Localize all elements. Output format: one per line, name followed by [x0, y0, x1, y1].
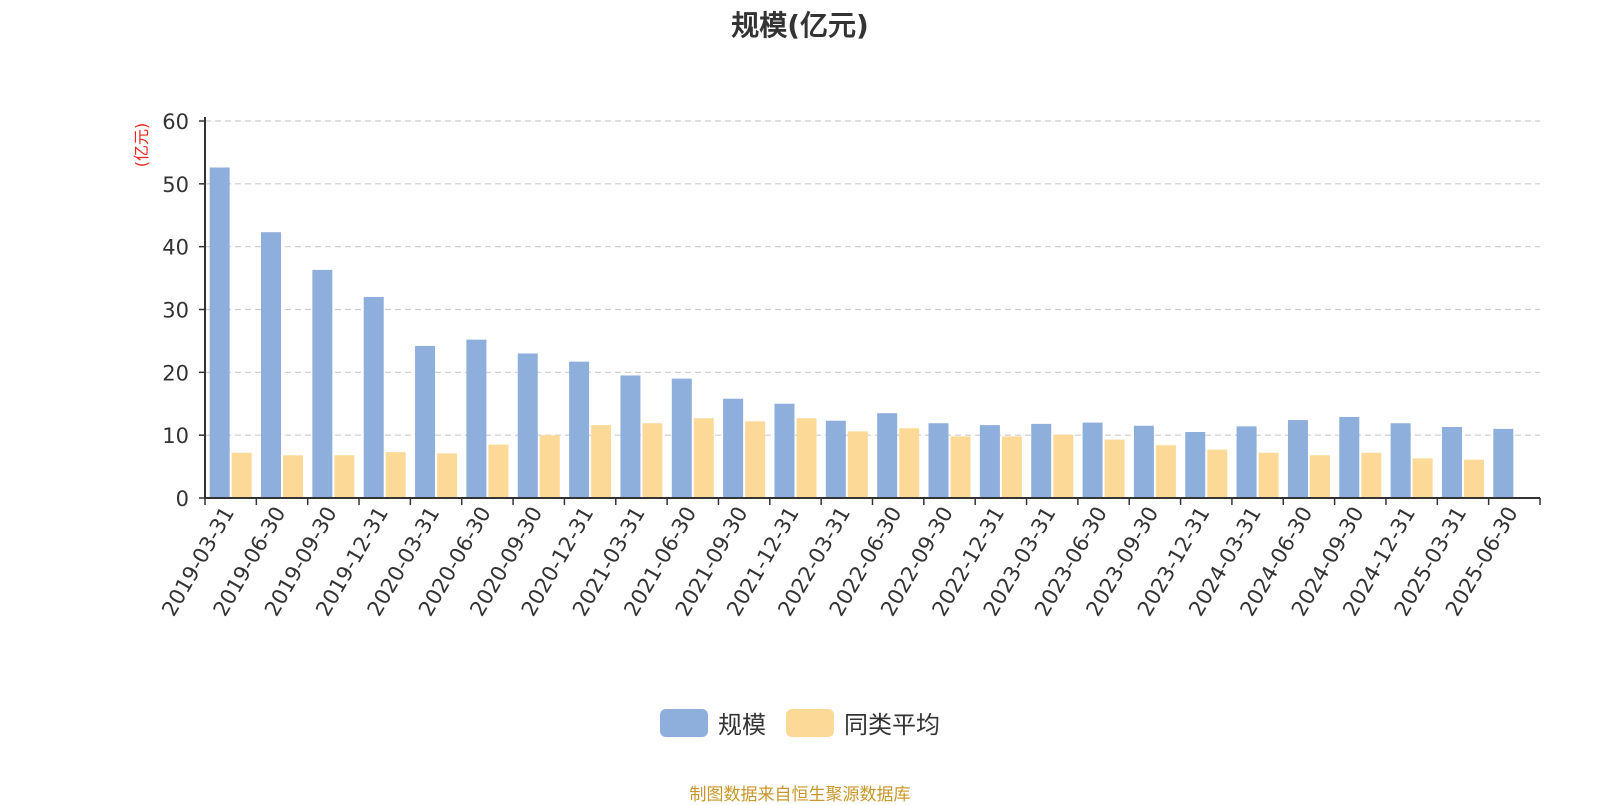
y-tick-label: 0 — [176, 487, 189, 511]
bar-peer-average[interactable] — [1309, 455, 1330, 498]
bar-peer-average[interactable] — [334, 455, 355, 498]
bar-scale[interactable] — [569, 361, 590, 498]
bar-peer-average[interactable] — [693, 418, 714, 498]
grid-lines — [205, 120, 1540, 436]
legend: 规模 同类平均 — [0, 705, 1600, 740]
bar-scale[interactable] — [825, 420, 846, 498]
y-tick-label: 30 — [162, 299, 189, 323]
bar-peer-average[interactable] — [796, 418, 817, 498]
legend-item-peer-average[interactable]: 同类平均 — [786, 705, 940, 740]
bar-scale[interactable] — [723, 398, 744, 498]
bar-peer-average[interactable] — [1361, 452, 1382, 498]
bar-peer-average[interactable] — [539, 435, 560, 498]
legend-swatch-scale — [660, 708, 708, 737]
y-tick-label: 10 — [162, 424, 189, 448]
bar-scale[interactable] — [312, 269, 333, 498]
bar-scale[interactable] — [466, 339, 487, 498]
bar-peer-average[interactable] — [1258, 452, 1279, 498]
y-axis-title: (亿元) — [132, 123, 151, 168]
bar-peer-average[interactable] — [899, 428, 920, 498]
bar-scale[interactable] — [1441, 426, 1462, 498]
bar-peer-average[interactable] — [231, 452, 252, 498]
bar-peer-average[interactable] — [1207, 449, 1228, 498]
bar-peer-average[interactable] — [1412, 458, 1433, 498]
bar-scale[interactable] — [1339, 416, 1360, 498]
bar-peer-average[interactable] — [847, 431, 868, 498]
bar-peer-average[interactable] — [1104, 439, 1125, 498]
bar-scale[interactable] — [415, 345, 436, 498]
bar-scale[interactable] — [774, 403, 795, 498]
source-note: 制图数据来自恒生聚源数据库 — [689, 785, 911, 805]
bar-scale[interactable] — [1236, 426, 1257, 498]
bar-scale[interactable] — [1390, 423, 1411, 498]
chart-title: 规模(亿元) — [731, 9, 869, 42]
bar-peer-average[interactable] — [950, 436, 971, 498]
y-tick-label: 40 — [162, 236, 189, 260]
bar-scale[interactable] — [979, 425, 1000, 498]
bar-scale[interactable] — [671, 378, 692, 498]
bar-peer-average[interactable] — [283, 455, 304, 498]
bar-scale[interactable] — [363, 296, 384, 498]
bar-scale[interactable] — [517, 353, 538, 498]
bar-peer-average[interactable] — [591, 425, 612, 498]
legend-label-peer-average: 同类平均 — [844, 711, 940, 739]
bar-peer-average[interactable] — [1001, 436, 1022, 498]
bar-scale[interactable] — [1287, 420, 1308, 498]
legend-item-scale[interactable]: 规模 — [660, 705, 766, 740]
bar-peer-average[interactable] — [1463, 459, 1484, 498]
bar-peer-average[interactable] — [488, 444, 509, 498]
bar-peer-average[interactable] — [385, 452, 406, 498]
bar-scale[interactable] — [1185, 432, 1206, 498]
bar-peer-average[interactable] — [1053, 434, 1074, 498]
y-tick-label: 50 — [162, 173, 189, 197]
legend-label-scale: 规模 — [718, 711, 766, 739]
bar-scale[interactable] — [1082, 422, 1103, 498]
legend-swatch-peer-average — [786, 708, 834, 737]
bar-scale[interactable] — [1133, 425, 1154, 498]
bar-scale[interactable] — [1031, 423, 1052, 498]
bar-scale[interactable] — [620, 375, 641, 498]
bars — [209, 167, 1514, 498]
bar-scale[interactable] — [1493, 428, 1514, 498]
bar-scale[interactable] — [877, 413, 898, 498]
bar-scale[interactable] — [209, 167, 230, 498]
bar-peer-average[interactable] — [642, 423, 663, 498]
bar-peer-average[interactable] — [437, 453, 458, 498]
bar-scale[interactable] — [928, 423, 949, 498]
bar-scale[interactable] — [261, 232, 282, 498]
bar-peer-average[interactable] — [1155, 445, 1176, 498]
bar-peer-average[interactable] — [745, 421, 766, 498]
y-tick-label: 60 — [162, 110, 189, 134]
y-tick-label: 20 — [162, 361, 189, 385]
